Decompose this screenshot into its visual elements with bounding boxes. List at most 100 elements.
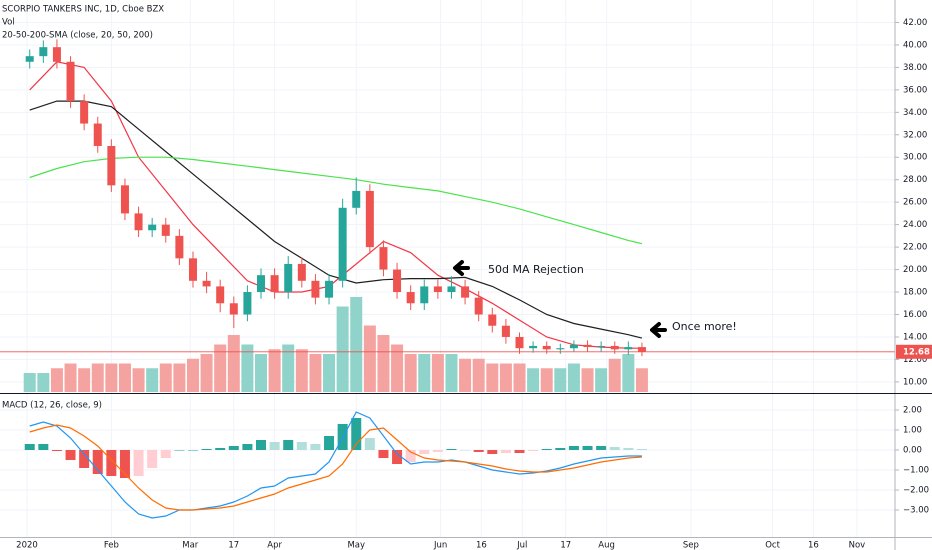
volume-bar	[472, 358, 485, 392]
volume-bar	[567, 363, 580, 392]
price-layer	[0, 39, 895, 357]
volume-bar	[459, 358, 472, 392]
histogram-bar	[79, 450, 90, 468]
volume-bar	[241, 344, 254, 392]
volume-bar	[540, 368, 553, 392]
candle-body	[107, 146, 116, 186]
volume-bar	[214, 344, 227, 392]
volume-bar	[255, 354, 268, 392]
x-tick-label: 17	[560, 541, 571, 550]
volume-bar	[50, 368, 63, 392]
histogram-bar	[392, 450, 403, 464]
last-price-box	[896, 344, 932, 359]
histogram-bar	[242, 444, 253, 450]
histogram-bar	[473, 450, 484, 452]
histogram-bar	[147, 450, 158, 468]
volume-bar	[173, 363, 186, 392]
volume-bar	[622, 354, 635, 392]
volume-bar	[350, 297, 363, 392]
candle-body	[365, 190, 374, 248]
signal-line	[29, 424, 642, 511]
candle-body	[52, 47, 61, 62]
macd-label: MACD (12, 26, close, 9)	[2, 401, 102, 411]
candle-body	[120, 185, 129, 214]
annotation: 50d MA Rejection	[488, 263, 584, 276]
histogram-bar	[528, 450, 539, 451]
last-price-label: 12.68	[903, 347, 930, 357]
volume-layer	[23, 297, 648, 392]
histogram-bar	[256, 440, 267, 450]
candle-body	[474, 297, 483, 315]
volume-bar	[268, 349, 281, 392]
volume-bar	[186, 358, 199, 392]
candle-body	[134, 213, 143, 231]
x-tick-label: 2020	[16, 541, 38, 550]
y-tick-label: 26.00	[903, 198, 927, 208]
candle-body	[379, 247, 388, 270]
candle-body	[25, 56, 34, 62]
volume-bar	[554, 368, 567, 392]
candle-body	[610, 345, 619, 350]
histogram-bar	[541, 449, 552, 450]
y-tick-label: 2.00	[903, 406, 922, 416]
histogram-bar	[514, 450, 525, 453]
x-tick-label: Mar	[182, 541, 199, 550]
macd-layer	[24, 411, 647, 519]
candle-body	[93, 123, 102, 147]
arrow	[453, 260, 470, 276]
volume-bar	[445, 354, 458, 392]
histogram-bar	[555, 448, 566, 450]
candle-body	[420, 286, 429, 304]
histogram-bar	[296, 442, 307, 450]
candle-body	[542, 345, 551, 350]
y-tick-label: 30.00	[903, 153, 927, 163]
candle-body	[257, 275, 266, 293]
volume-bar	[78, 368, 91, 392]
volume-bar	[105, 363, 118, 392]
histogram-bar	[500, 450, 511, 453]
y-tick-label: 34.00	[903, 108, 927, 118]
x-tick-label: Jul	[516, 541, 527, 550]
candle-body	[284, 263, 293, 293]
volume-bar	[418, 354, 431, 392]
candle-body	[175, 235, 184, 259]
candle-body	[66, 61, 75, 102]
histogram-bar	[460, 450, 471, 451]
histogram-bar	[228, 446, 239, 450]
y-tick-label: 14.00	[903, 332, 927, 342]
x-tick-label: Nov	[849, 541, 866, 550]
annotation: Once more!	[672, 320, 737, 333]
candle-body	[39, 47, 48, 57]
histogram-bar	[160, 450, 171, 458]
volume-bar	[513, 363, 526, 392]
histogram-bar	[446, 449, 457, 450]
x-tick-label: 16	[808, 541, 819, 550]
y-tick-label: −3.00	[903, 506, 929, 516]
candle-body	[556, 348, 565, 350]
histogram-bar	[215, 448, 226, 450]
histogram-bar	[324, 436, 335, 450]
grid	[0, 0, 895, 537]
volume-bar	[527, 368, 540, 392]
y-tick-label: 18.00	[903, 288, 927, 298]
volume-bar	[323, 354, 336, 392]
candle-body	[188, 258, 197, 281]
histogram-bar	[119, 450, 130, 478]
candle-body	[529, 345, 538, 349]
candle-body	[352, 190, 361, 208]
candle-body	[270, 275, 279, 293]
x-tick-label: Apr	[267, 541, 282, 550]
y-tick-label: 22.00	[903, 243, 927, 253]
y-tick-label: 0.00	[903, 446, 922, 456]
volume-bar	[159, 363, 172, 392]
candle-body	[461, 286, 470, 298]
volume-bar	[336, 306, 349, 392]
candle-body	[148, 224, 157, 231]
y-tick-label: 38.00	[903, 63, 927, 73]
volume-bar	[499, 363, 512, 392]
histogram-bar	[187, 450, 198, 451]
histogram-bar	[310, 444, 321, 450]
candle-body	[393, 269, 402, 293]
